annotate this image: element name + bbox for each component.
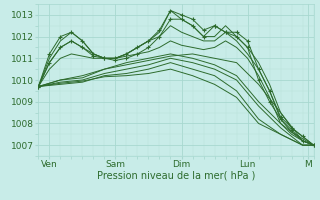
X-axis label: Pression niveau de la mer( hPa ): Pression niveau de la mer( hPa ) bbox=[97, 171, 255, 181]
